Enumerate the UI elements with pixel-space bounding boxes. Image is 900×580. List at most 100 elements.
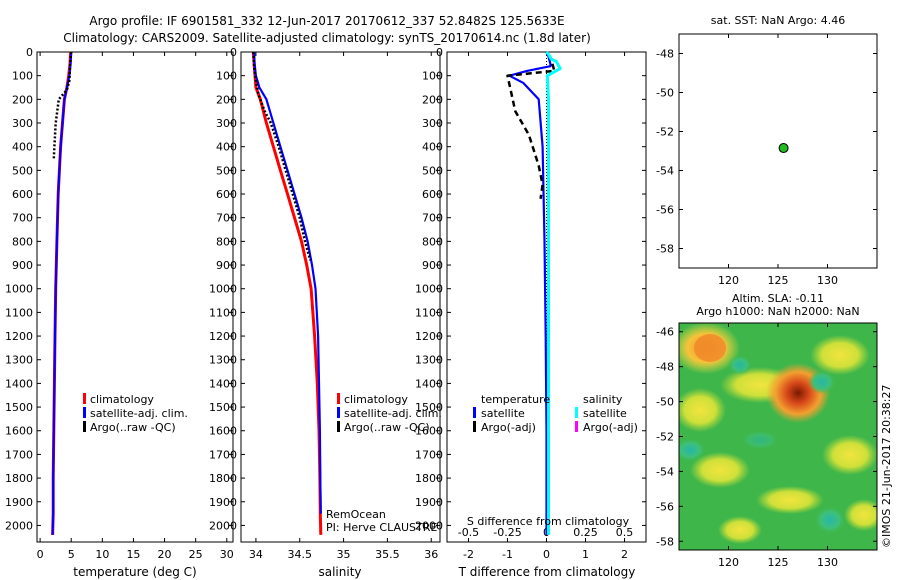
legend-argo-swatch <box>337 421 340 432</box>
y-tick-label: 300 <box>422 117 443 130</box>
legend-t-sat-label: satellite <box>481 407 525 420</box>
y-tick-label: 1500 <box>5 401 33 414</box>
y-tick-label: 300 <box>216 117 237 130</box>
y-tick-label: 100 <box>12 70 33 83</box>
map-y-tick-label: -48 <box>656 361 674 374</box>
y-tick-label: 1300 <box>5 354 33 367</box>
y-tick-label: 2000 <box>209 519 237 532</box>
map-y-tick-label: -56 <box>656 204 674 217</box>
y-tick-label: 400 <box>216 141 237 154</box>
legend-temperature-heading: temperature <box>481 393 550 406</box>
float-position-marker <box>778 143 789 154</box>
y-tick-label: 1600 <box>209 425 237 438</box>
series-line <box>508 51 552 535</box>
y-tick-label: 700 <box>422 212 443 225</box>
sst-map-frame <box>678 33 878 269</box>
y-tick-label: 1200 <box>5 330 33 343</box>
y-tick-label: 1400 <box>415 377 443 390</box>
y-tick-label: 900 <box>422 259 443 272</box>
map-x-tick-label: 120 <box>718 556 739 569</box>
legend-argo-swatch <box>83 421 86 432</box>
map-x-tick-label: 130 <box>817 556 838 569</box>
y-tick-label: 500 <box>422 164 443 177</box>
map-y-tick-label: -54 <box>656 165 674 178</box>
top-x-tick-label: -0.5 <box>458 526 479 539</box>
y-tick-label: 500 <box>12 164 33 177</box>
y-tick-label: 100 <box>422 70 443 83</box>
legend-s-sat-label: satellite <box>583 407 627 420</box>
y-tick-label: 900 <box>216 259 237 272</box>
legend-sat-swatch <box>83 407 86 418</box>
y-tick-label: 0 <box>26 46 33 59</box>
top-x-tick-label: 0.25 <box>573 526 598 539</box>
y-tick-label: 700 <box>216 212 237 225</box>
y-tick-label: 600 <box>422 188 443 201</box>
legend-clim-label: climatology <box>90 393 154 406</box>
y-tick-label: 1900 <box>415 496 443 509</box>
y-tick-label: 1100 <box>209 306 237 319</box>
legend-t-sat-swatch <box>473 407 476 418</box>
y-tick-label: 800 <box>422 235 443 248</box>
y-tick-label: 1000 <box>5 283 33 296</box>
y-tick-label: 700 <box>12 212 33 225</box>
x-tick-label: 1 <box>582 548 589 561</box>
map-y-tick-label: -52 <box>656 431 674 444</box>
sla-heatmap <box>679 323 877 550</box>
x-tick-label: -1 <box>502 548 513 561</box>
y-tick-label: 1100 <box>415 306 443 319</box>
legend-argo-label: Argo(..raw -QC) <box>344 421 430 434</box>
x-tick-label: 0 <box>37 548 44 561</box>
series-line <box>252 51 312 261</box>
sal-legend: climatology satellite-adj. clim. Argo(..… <box>337 393 442 434</box>
y-tick-label: 600 <box>12 188 33 201</box>
y-tick-label: 1600 <box>5 425 33 438</box>
map-y-tick-label: -50 <box>656 396 674 409</box>
top-x-tick-label: -0.25 <box>493 526 521 539</box>
marks-layer <box>51 51 789 542</box>
series-line <box>251 51 323 535</box>
sst-map-title: sat. SST: NaN Argo: 4.46 <box>711 14 845 27</box>
series-line <box>51 51 73 535</box>
header-line2: Climatology: CARS2009. Satellite-adjuste… <box>63 31 591 45</box>
diff-xlabel: T difference from climatology <box>458 565 636 579</box>
map-x-tick-label: 125 <box>768 274 789 287</box>
y-tick-label: 1700 <box>415 448 443 461</box>
map-y-tick-label: -52 <box>656 126 674 139</box>
legend-s-argo-label: Argo(-adj) <box>583 421 638 434</box>
y-tick-label: 300 <box>12 117 33 130</box>
x-tick-label: 5 <box>68 548 75 561</box>
y-tick-label: 1700 <box>209 448 237 461</box>
sla-map-title1: Altim. SLA: -0.11 <box>732 292 824 305</box>
axes-layer: 0100200300400500600700800900100011001200… <box>5 34 877 569</box>
y-tick-label: 1600 <box>415 425 443 438</box>
y-tick-label: 1800 <box>415 472 443 485</box>
sal-xlabel: salinity <box>318 565 361 579</box>
legend-t-argo-label: Argo(-adj) <box>481 421 536 434</box>
y-tick-label: 500 <box>216 164 237 177</box>
legend-argo-label: Argo(..raw -QC) <box>90 421 176 434</box>
x-tick-label: 0 <box>543 548 550 561</box>
series-line <box>52 51 73 159</box>
x-tick-label: 34 <box>249 548 263 561</box>
y-tick-label: 1900 <box>209 496 237 509</box>
y-tick-label: 1800 <box>209 472 237 485</box>
y-tick-label: 1900 <box>5 496 33 509</box>
series-line <box>253 51 322 514</box>
map-y-tick-label: -48 <box>656 48 674 61</box>
x-tick-label: -2 <box>463 548 474 561</box>
sla-map-title2: Argo h1000: NaN h2000: NaN <box>696 305 859 318</box>
map-y-tick-label: -58 <box>656 243 674 256</box>
y-tick-label: 800 <box>12 235 33 248</box>
sal-note-pi: PI: Herve CLAUSTRE <box>326 521 437 534</box>
y-tick-label: 1300 <box>209 354 237 367</box>
legend-sat-swatch <box>337 407 340 418</box>
top-x-tick-label: 0.5 <box>616 526 634 539</box>
y-tick-label: 800 <box>216 235 237 248</box>
map-x-tick-label: 125 <box>768 556 789 569</box>
y-tick-label: 1000 <box>415 283 443 296</box>
legend-sat-label: satellite-adj. clim. <box>344 407 442 420</box>
map-y-tick-label: -58 <box>656 535 674 548</box>
legend-clim-swatch <box>337 393 340 404</box>
y-tick-label: 0 <box>436 46 443 59</box>
